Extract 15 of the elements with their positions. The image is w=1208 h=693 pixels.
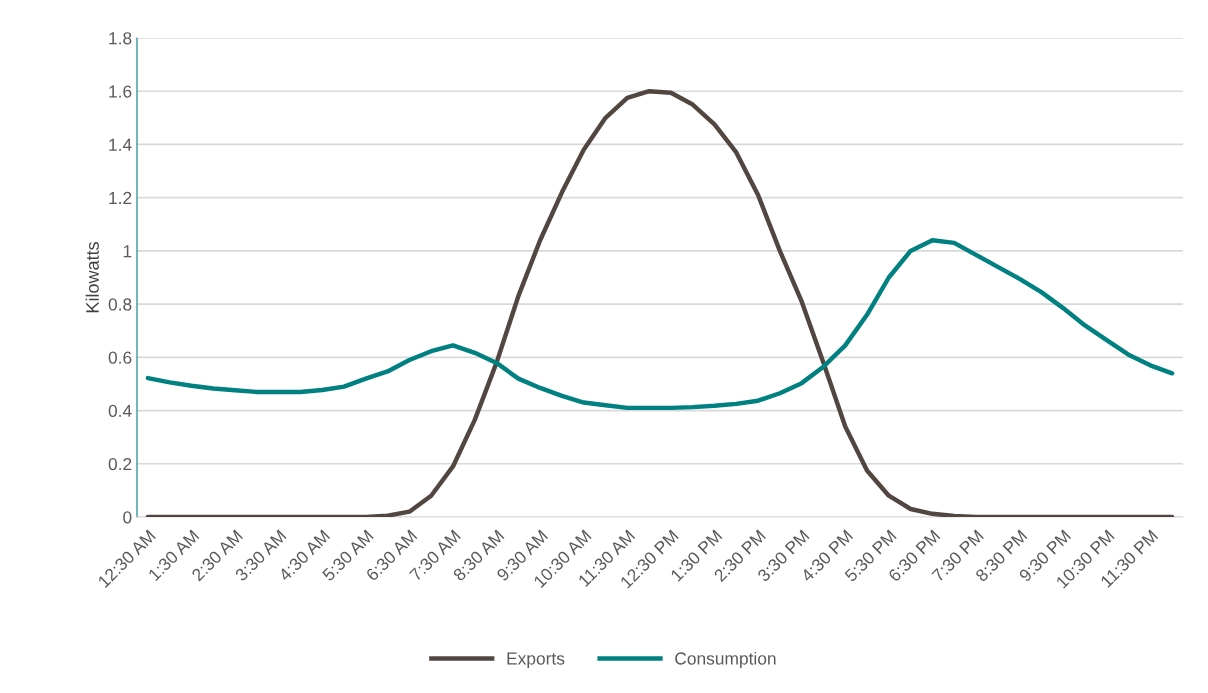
y-tick-label: 0.2 bbox=[108, 457, 132, 471]
y-tick-label: 0.8 bbox=[108, 298, 132, 311]
y-tick-label: 1 bbox=[123, 245, 132, 258]
y-tick-label: 0.6 bbox=[108, 351, 132, 364]
line-series bbox=[145, 89, 1175, 517]
y-tick-label: 1.8 bbox=[109, 32, 132, 45]
y-tick-label: 1.6 bbox=[109, 85, 132, 98]
y-tick-label: 1.4 bbox=[109, 138, 132, 151]
y-axis-title: Kilowatts bbox=[85, 242, 99, 313]
y-tick-label: 0 bbox=[123, 511, 132, 524]
line-series bbox=[145, 238, 1175, 411]
y-tick-label: 1.2 bbox=[109, 191, 132, 204]
y-tick-label: 0.4 bbox=[108, 404, 132, 418]
legend-label: Consumption bbox=[675, 651, 776, 669]
legend-label: Exports bbox=[507, 652, 565, 669]
